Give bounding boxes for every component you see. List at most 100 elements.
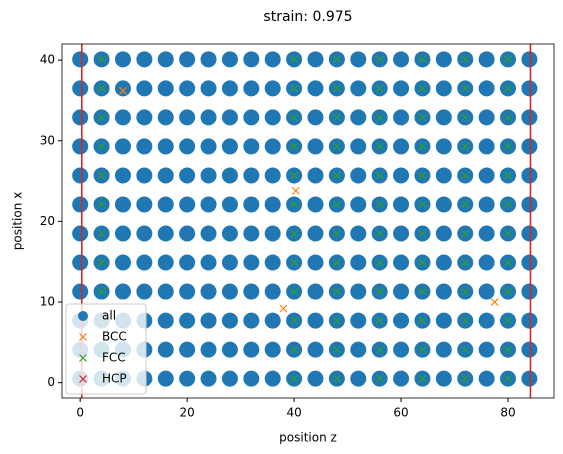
point [264,51,281,68]
point [307,51,324,68]
point [221,80,238,97]
point-cross [332,229,341,238]
point-cross [332,84,341,93]
point [264,254,281,271]
point-cross [418,258,427,267]
point-cross [375,374,384,383]
point [350,138,367,155]
point [490,298,499,306]
point [157,196,174,213]
point [393,225,410,242]
point-cross [375,316,384,325]
point [418,142,427,151]
point [418,287,427,296]
point [418,84,427,93]
point [418,229,427,238]
point [435,138,452,155]
point [461,287,470,296]
point [221,225,238,242]
point [264,109,281,126]
point [504,229,512,238]
legend-marker [79,375,87,383]
point [375,84,384,93]
point [375,345,384,354]
point [157,225,174,242]
point-cross [418,84,427,93]
point [97,142,106,151]
point [114,196,131,213]
point [114,254,131,271]
point [72,225,89,242]
point [72,51,89,68]
point [350,341,367,358]
point [504,55,512,64]
point [393,80,410,97]
legend-label: all [102,309,116,323]
point [243,109,260,126]
point [136,167,153,184]
point-cross [490,298,499,306]
point [179,225,196,242]
point [290,113,299,122]
point [350,196,367,213]
point [478,254,495,271]
point [243,283,260,300]
point-cross [504,229,512,238]
point [350,167,367,184]
point [307,341,324,358]
y-tick-label: 0 [47,375,55,389]
point-cross [504,55,512,64]
point-cross [418,113,427,122]
point-cross [504,171,512,180]
point [243,341,260,358]
point-cross [290,84,299,93]
point [521,341,538,358]
point [200,254,217,271]
point [418,171,427,180]
point [504,287,512,296]
point [375,316,384,325]
point [307,138,324,155]
point [375,287,384,296]
point [393,51,410,68]
point [521,283,538,300]
point [478,80,495,97]
point [521,312,538,329]
point-cross [418,287,427,296]
point [350,312,367,329]
point [504,345,512,354]
point [521,109,538,126]
point [290,142,299,151]
x-tick-label: 20 [179,406,194,420]
point [418,316,427,325]
point-cross [418,229,427,238]
point-cross [461,287,470,296]
point [461,345,470,354]
point [136,109,153,126]
point [393,138,410,155]
point [307,312,324,329]
point [72,138,89,155]
point [418,345,427,354]
point [418,258,427,267]
x-tick-label: 80 [500,406,515,420]
point-cross [418,316,427,325]
point [221,167,238,184]
point-cross [332,171,341,180]
point [307,109,324,126]
y-tick-label: 10 [40,295,55,309]
point [375,113,384,122]
point-cross [461,374,470,383]
point [72,196,89,213]
point [179,138,196,155]
point [393,283,410,300]
point [350,254,367,271]
point [157,370,174,387]
point [114,283,131,300]
point-cross [290,287,299,296]
x-tick-label: 60 [393,406,408,420]
point [179,341,196,358]
point-cross [504,287,512,296]
point [521,51,538,68]
